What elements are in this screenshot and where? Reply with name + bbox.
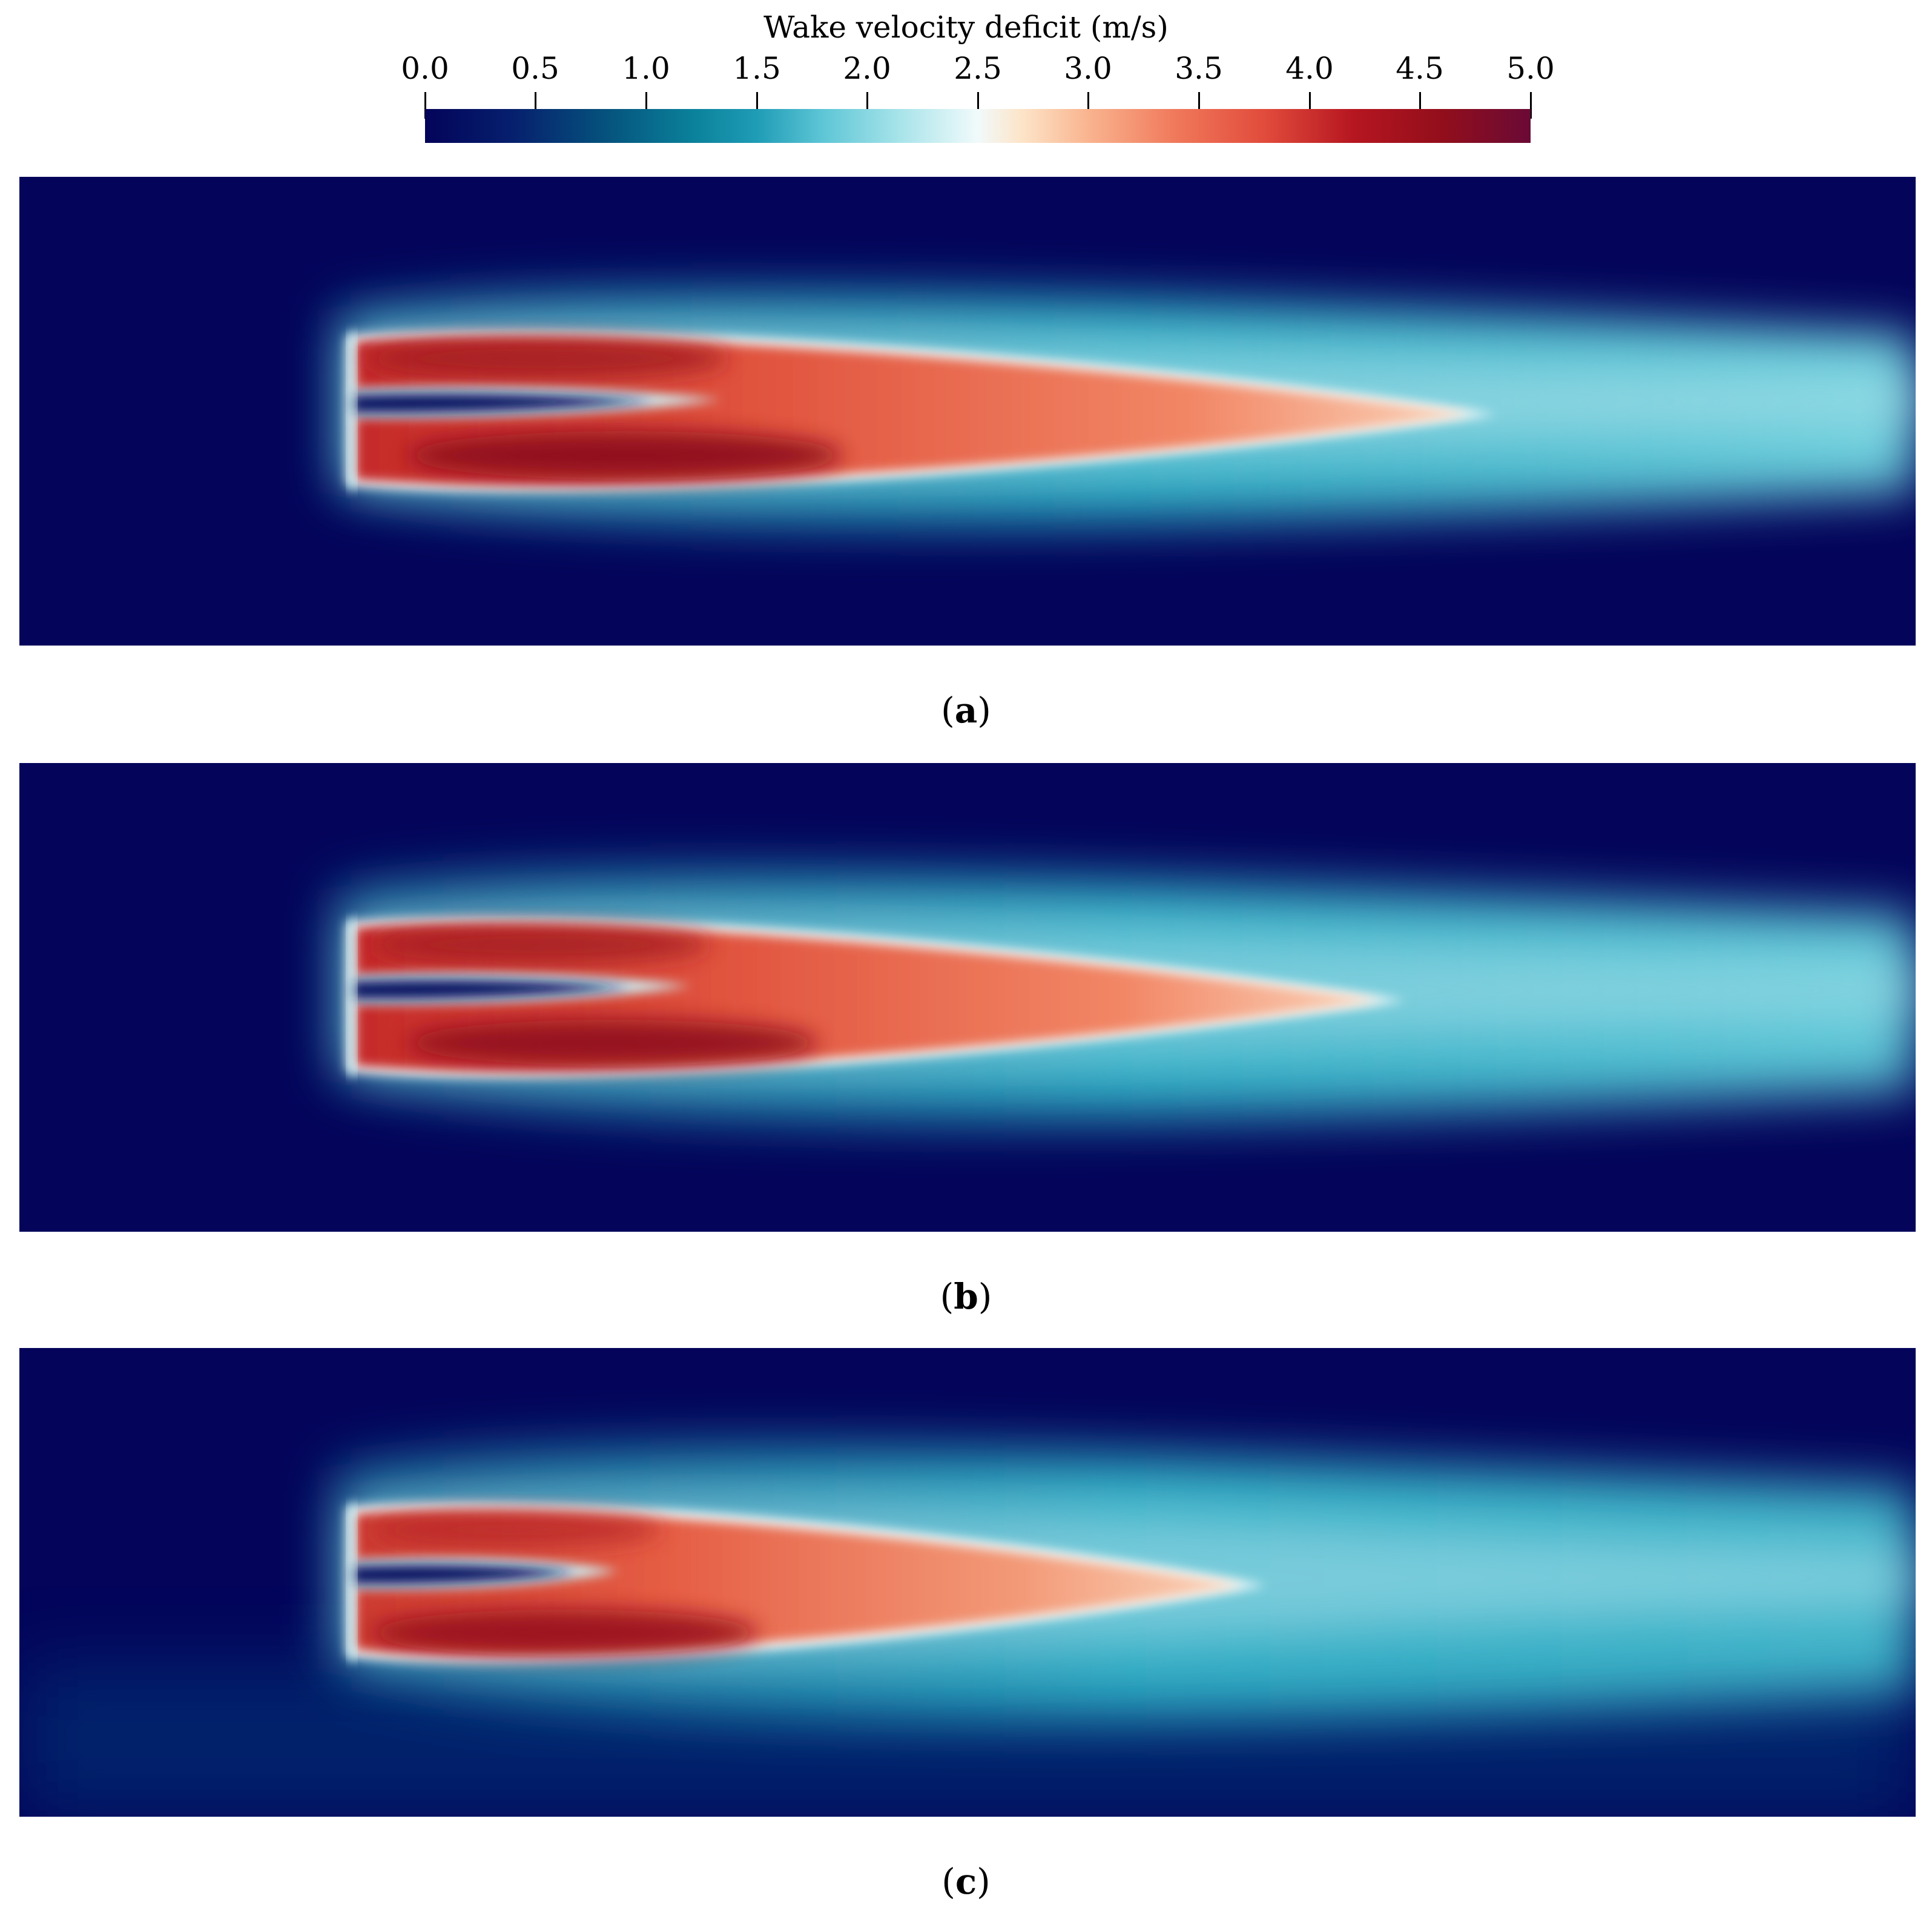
colorbar-tick-label: 1.5 <box>733 51 781 86</box>
panel-caption-b: (b) <box>940 1276 992 1317</box>
colorbar-tick-mark <box>1087 92 1089 119</box>
colorbar-gradient <box>425 109 1531 143</box>
colorbar-tick-mark <box>1419 92 1421 119</box>
colorbar-tick-mark <box>645 92 647 119</box>
colorbar-tick-label: 1.0 <box>622 51 670 86</box>
colorbar-tick-mark <box>866 92 868 119</box>
colorbar-tick-label: 3.0 <box>1064 51 1112 86</box>
colorbar-tick-label: 4.5 <box>1396 51 1444 86</box>
panel-label: c <box>955 1861 977 1902</box>
colorbar-tick-mark <box>1530 92 1532 119</box>
colorbar-tick-label: 4.0 <box>1285 51 1334 86</box>
colorbar-tick-mark <box>977 92 979 119</box>
colorbar-tick-mark <box>535 92 536 119</box>
colorbar-tick-label: 0.5 <box>511 51 559 86</box>
wake-field-panel-b <box>19 763 1916 1232</box>
panel-caption-a: (a) <box>941 690 991 731</box>
wake-field-panel-a <box>19 177 1916 646</box>
panel-label: a <box>954 690 978 731</box>
colorbar-tick-label: 5.0 <box>1506 51 1555 86</box>
colorbar-title: Wake velocity deficit (m/s) <box>763 10 1169 45</box>
colorbar-tick-label: 3.5 <box>1175 51 1223 86</box>
colorbar-tick-mark <box>1198 92 1200 119</box>
panel-caption-c: (c) <box>941 1861 991 1902</box>
colorbar-tick-label: 2.0 <box>843 51 891 86</box>
colorbar-tick-label: 2.5 <box>954 51 1002 86</box>
colorbar-tick-mark <box>1309 92 1311 119</box>
colorbar-tick-mark <box>424 92 426 119</box>
wake-field-panel-c <box>19 1348 1916 1817</box>
panel-label: b <box>954 1276 978 1317</box>
colorbar-tick-mark <box>756 92 758 119</box>
colorbar-tick-label: 0.0 <box>401 51 449 86</box>
